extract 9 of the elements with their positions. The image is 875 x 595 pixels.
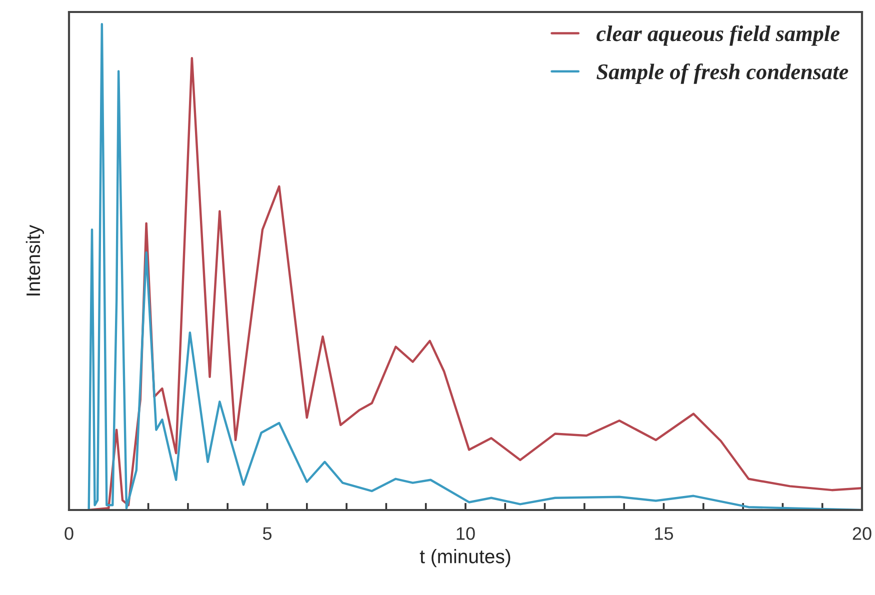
x-tick-label: 5 xyxy=(262,527,272,540)
legend-label: Sample of fresh condensate xyxy=(596,63,848,84)
x-tick-label: 0 xyxy=(64,527,74,540)
x-tick-label: 20 xyxy=(852,527,872,540)
x-axis-title: t (minutes) xyxy=(420,549,510,568)
y-axis-title: Intensity xyxy=(26,224,44,296)
x-tick-label: 15 xyxy=(655,527,674,540)
x-tick-label: 10 xyxy=(456,527,475,540)
legend-label: clear aqueous field sample xyxy=(596,25,840,46)
